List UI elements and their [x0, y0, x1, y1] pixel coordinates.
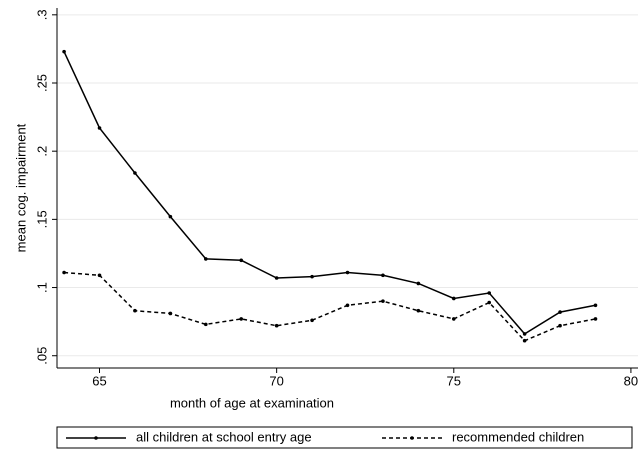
point	[133, 171, 137, 175]
point	[522, 338, 527, 343]
point	[345, 270, 350, 275]
point	[168, 214, 173, 219]
y-tick-label: .2	[34, 146, 49, 157]
point	[239, 258, 244, 263]
x-tick-label: 80	[624, 373, 638, 388]
point	[239, 317, 244, 321]
point	[381, 299, 385, 303]
legend-marker	[410, 436, 414, 440]
point	[310, 274, 314, 279]
point	[203, 257, 208, 261]
point	[593, 303, 598, 308]
point	[487, 291, 492, 295]
legend-label: recommended children	[452, 429, 584, 444]
point	[451, 296, 456, 301]
point	[203, 322, 208, 327]
x-tick-label: 70	[269, 373, 283, 388]
point	[97, 273, 102, 278]
legend-label: all children at school entry age	[136, 429, 312, 444]
y-tick-label: .05	[34, 347, 49, 365]
point	[416, 281, 421, 286]
x-tick-label: 65	[92, 373, 106, 388]
point	[62, 270, 66, 275]
point	[487, 300, 492, 305]
point	[62, 49, 66, 54]
point	[310, 318, 314, 323]
point	[558, 310, 562, 314]
x-axis-label: month of age at examination	[170, 395, 334, 410]
point	[345, 303, 350, 308]
series-line	[63, 51, 596, 335]
point	[274, 276, 279, 280]
y-tick-label: .25	[34, 74, 49, 92]
y-tick-label: .15	[34, 210, 49, 228]
series-line	[64, 271, 596, 342]
x-tick-label: 75	[447, 373, 461, 388]
point	[381, 273, 385, 278]
point	[133, 308, 137, 313]
point	[168, 311, 173, 316]
point	[522, 332, 527, 336]
point	[593, 317, 598, 321]
y-tick-label: .3	[34, 9, 49, 20]
point	[97, 126, 102, 130]
point	[558, 323, 562, 328]
legend-box	[56, 426, 633, 449]
y-tick-label: .1	[34, 282, 49, 293]
point	[416, 308, 421, 313]
point	[451, 317, 456, 321]
legend-marker	[94, 436, 98, 440]
y-axis-label: mean cog. impairment	[13, 123, 28, 252]
point	[274, 323, 279, 328]
